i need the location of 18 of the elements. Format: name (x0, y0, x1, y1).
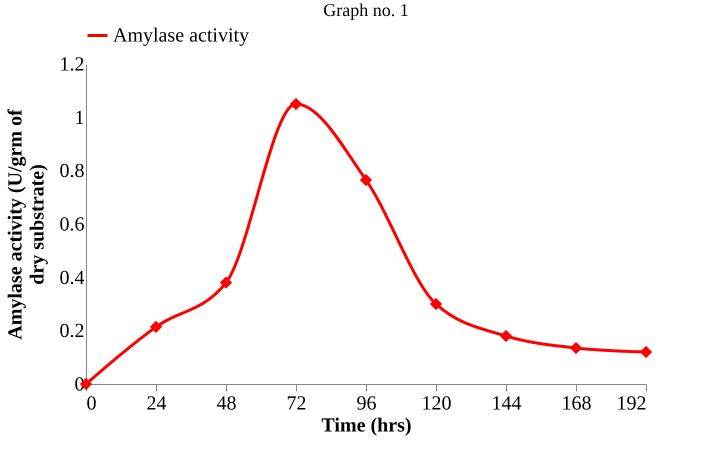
x-tick-label: 168 (562, 392, 592, 414)
x-tick-label: 144 (492, 392, 522, 414)
chart-title: Graph no. 1 (323, 0, 409, 20)
y-tick-label: 0.6 (60, 214, 84, 236)
legend-label: Amylase activity (113, 24, 250, 46)
y-tick-label: 1 (74, 106, 84, 129)
x-tick-label: 72 (286, 392, 306, 414)
x-tick-label: 48 (216, 392, 236, 414)
y-tick-label: 1.2 (60, 54, 84, 76)
x-tick-label: 96 (356, 392, 376, 414)
y-tick-label: 0.4 (60, 266, 84, 289)
x-tick-label: 192 (616, 392, 646, 414)
x-axis-title: Time (hrs) (321, 414, 412, 436)
x-tick-label: 120 (422, 392, 452, 414)
y-tick-label: 0.8 (60, 160, 84, 182)
y-axis-title: Amylase activity (U/grm of dry substrate) (4, 108, 48, 340)
x-tick-label: 24 (146, 392, 166, 414)
y-tick-label: 0.2 (60, 320, 84, 342)
